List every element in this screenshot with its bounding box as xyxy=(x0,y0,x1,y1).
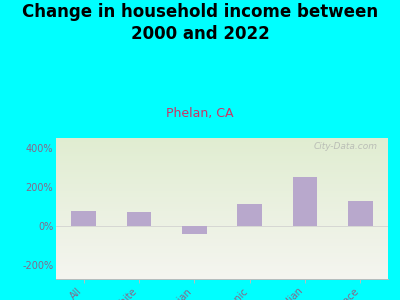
Bar xyxy=(237,204,262,226)
Bar xyxy=(292,177,318,226)
Text: Phelan, CA: Phelan, CA xyxy=(166,106,234,119)
Bar xyxy=(348,201,373,226)
Bar xyxy=(126,212,152,226)
Bar xyxy=(71,212,96,226)
Bar xyxy=(182,226,207,234)
Text: City-Data.com: City-Data.com xyxy=(314,142,378,151)
Text: Change in household income between
2000 and 2022: Change in household income between 2000 … xyxy=(22,3,378,43)
